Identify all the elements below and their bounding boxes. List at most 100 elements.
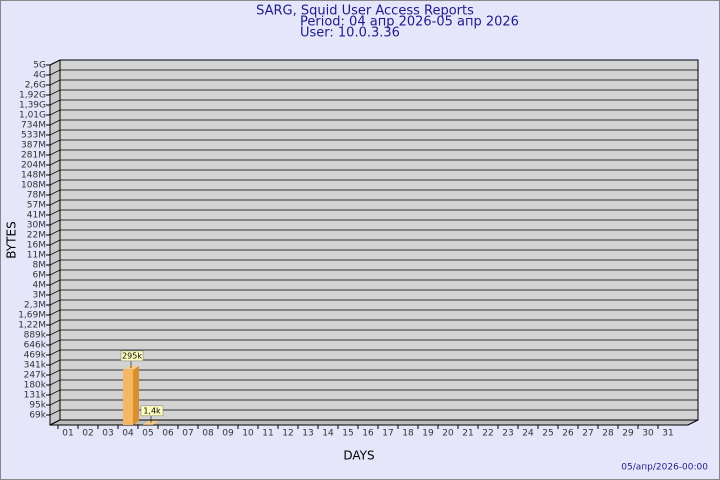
grid-line <box>49 409 698 416</box>
grid-line <box>49 239 698 246</box>
grid-line <box>49 199 698 206</box>
y-tick-label: 11M <box>27 251 46 261</box>
x-tick-label: 27 <box>582 429 593 439</box>
grid-line <box>49 259 698 266</box>
grid-line <box>49 59 698 66</box>
x-tick-label: 29 <box>622 429 634 439</box>
y-tick-label: 69k <box>29 411 46 421</box>
y-tick-label: 5G <box>33 61 46 71</box>
x-tick-label: 16 <box>362 429 374 439</box>
chart-title: SARG, Squid User Access Reports <box>256 4 474 19</box>
y-tick-label: 1,92G <box>19 91 46 101</box>
y-tick-label: 78M <box>27 191 46 201</box>
grid-line <box>49 219 698 226</box>
x-tick-label: 03 <box>102 429 113 439</box>
y-tick-label: 16M <box>27 241 46 251</box>
y-tick-label: 3M <box>33 291 47 301</box>
grid-line <box>49 189 698 196</box>
grid-line <box>49 249 698 256</box>
grid-line <box>49 329 698 336</box>
x-tick-label: 25 <box>542 429 553 439</box>
grid-line <box>49 279 698 286</box>
x-tick-label: 11 <box>262 429 273 439</box>
y-tick-label: 1,69M <box>18 311 46 321</box>
user: User: 10.0.3.36 <box>300 26 400 41</box>
grid-line <box>49 339 698 346</box>
grid-line <box>49 299 698 306</box>
grid-line <box>49 79 698 86</box>
x-tick-label: 12 <box>282 429 293 439</box>
x-axis-label: DAYS <box>343 449 374 463</box>
x-tick-label: 14 <box>322 429 334 439</box>
y-tick-label: 646k <box>24 341 47 351</box>
grid-line <box>49 389 698 396</box>
grid-line <box>49 149 698 156</box>
y-tick-label: 2,3M <box>24 301 46 311</box>
y-tick-label: 247k <box>24 371 47 381</box>
footer: 05/апр/2026-00:00 <box>621 463 708 473</box>
bar <box>123 369 133 425</box>
y-axis-label: BYTES <box>5 221 19 258</box>
value-label: 295k <box>122 351 142 360</box>
grid-line <box>49 289 698 296</box>
y-tick-label: 4M <box>33 281 47 291</box>
grid-line <box>49 89 698 96</box>
x-tick-label: 26 <box>562 429 574 439</box>
grid-line <box>49 369 698 376</box>
x-tick-label: 23 <box>502 429 513 439</box>
y-tick-label: 1,01G <box>19 111 46 121</box>
y-tick-label: 533M <box>21 131 46 141</box>
x-tick-label: 22 <box>482 429 493 439</box>
y-tick-label: 41M <box>27 211 46 221</box>
x-tick-label: 28 <box>602 429 614 439</box>
grid-line <box>49 119 698 126</box>
x-tick-label: 31 <box>662 429 673 439</box>
y-tick-label: 889k <box>24 331 47 341</box>
x-tick-label: 07 <box>182 429 193 439</box>
x-tick-label: 20 <box>442 429 454 439</box>
y-tick-label: 8M <box>33 261 47 271</box>
grid-line <box>49 229 698 236</box>
y-tick-label: 180k <box>24 381 47 391</box>
x-tick-label: 01 <box>62 429 73 439</box>
x-tick-label: 08 <box>202 429 214 439</box>
x-tick-label: 02 <box>82 429 93 439</box>
y-tick-label: 1,39G <box>19 101 46 111</box>
grid-line <box>49 179 698 186</box>
y-tick-label: 281M <box>21 151 46 161</box>
y-tick-label: 469k <box>24 351 47 361</box>
y-tick-label: 204M <box>21 161 46 171</box>
grid-line <box>49 169 698 176</box>
value-label: 1,4k <box>143 406 161 415</box>
x-tick-label: 30 <box>642 429 654 439</box>
x-tick-label: 06 <box>162 429 174 439</box>
x-tick-label: 19 <box>422 429 434 439</box>
grid-line <box>49 349 698 356</box>
grid-line <box>49 319 698 326</box>
grid-line <box>49 159 698 166</box>
grid-line <box>49 269 698 276</box>
x-tick-label: 18 <box>402 429 414 439</box>
bar-side <box>133 365 139 425</box>
y-tick-label: 148M <box>21 171 46 181</box>
y-tick-label: 30M <box>27 221 46 231</box>
y-tick-label: 22M <box>27 231 46 241</box>
y-tick-label: 387M <box>21 141 46 151</box>
x-tick-label: 24 <box>522 429 534 439</box>
x-tick-label: 21 <box>462 429 473 439</box>
x-tick-label: 15 <box>342 429 353 439</box>
grid-line <box>49 379 698 386</box>
y-tick-label: 2,6G <box>25 81 46 91</box>
x-tick-label: 04 <box>122 429 134 439</box>
grid-line <box>49 109 698 116</box>
grid-line <box>49 139 698 146</box>
x-tick-label: 10 <box>242 429 254 439</box>
y-tick-label: 95k <box>29 401 46 411</box>
chart-subtitle: Period: 04 апр 2026-05 апр 2026 <box>300 15 519 30</box>
y-tick-label: 57M <box>27 201 46 211</box>
grid-line <box>49 399 698 406</box>
y-tick-label: 131k <box>24 391 47 401</box>
label-box <box>120 350 144 362</box>
x-tick-label: 17 <box>382 429 393 439</box>
